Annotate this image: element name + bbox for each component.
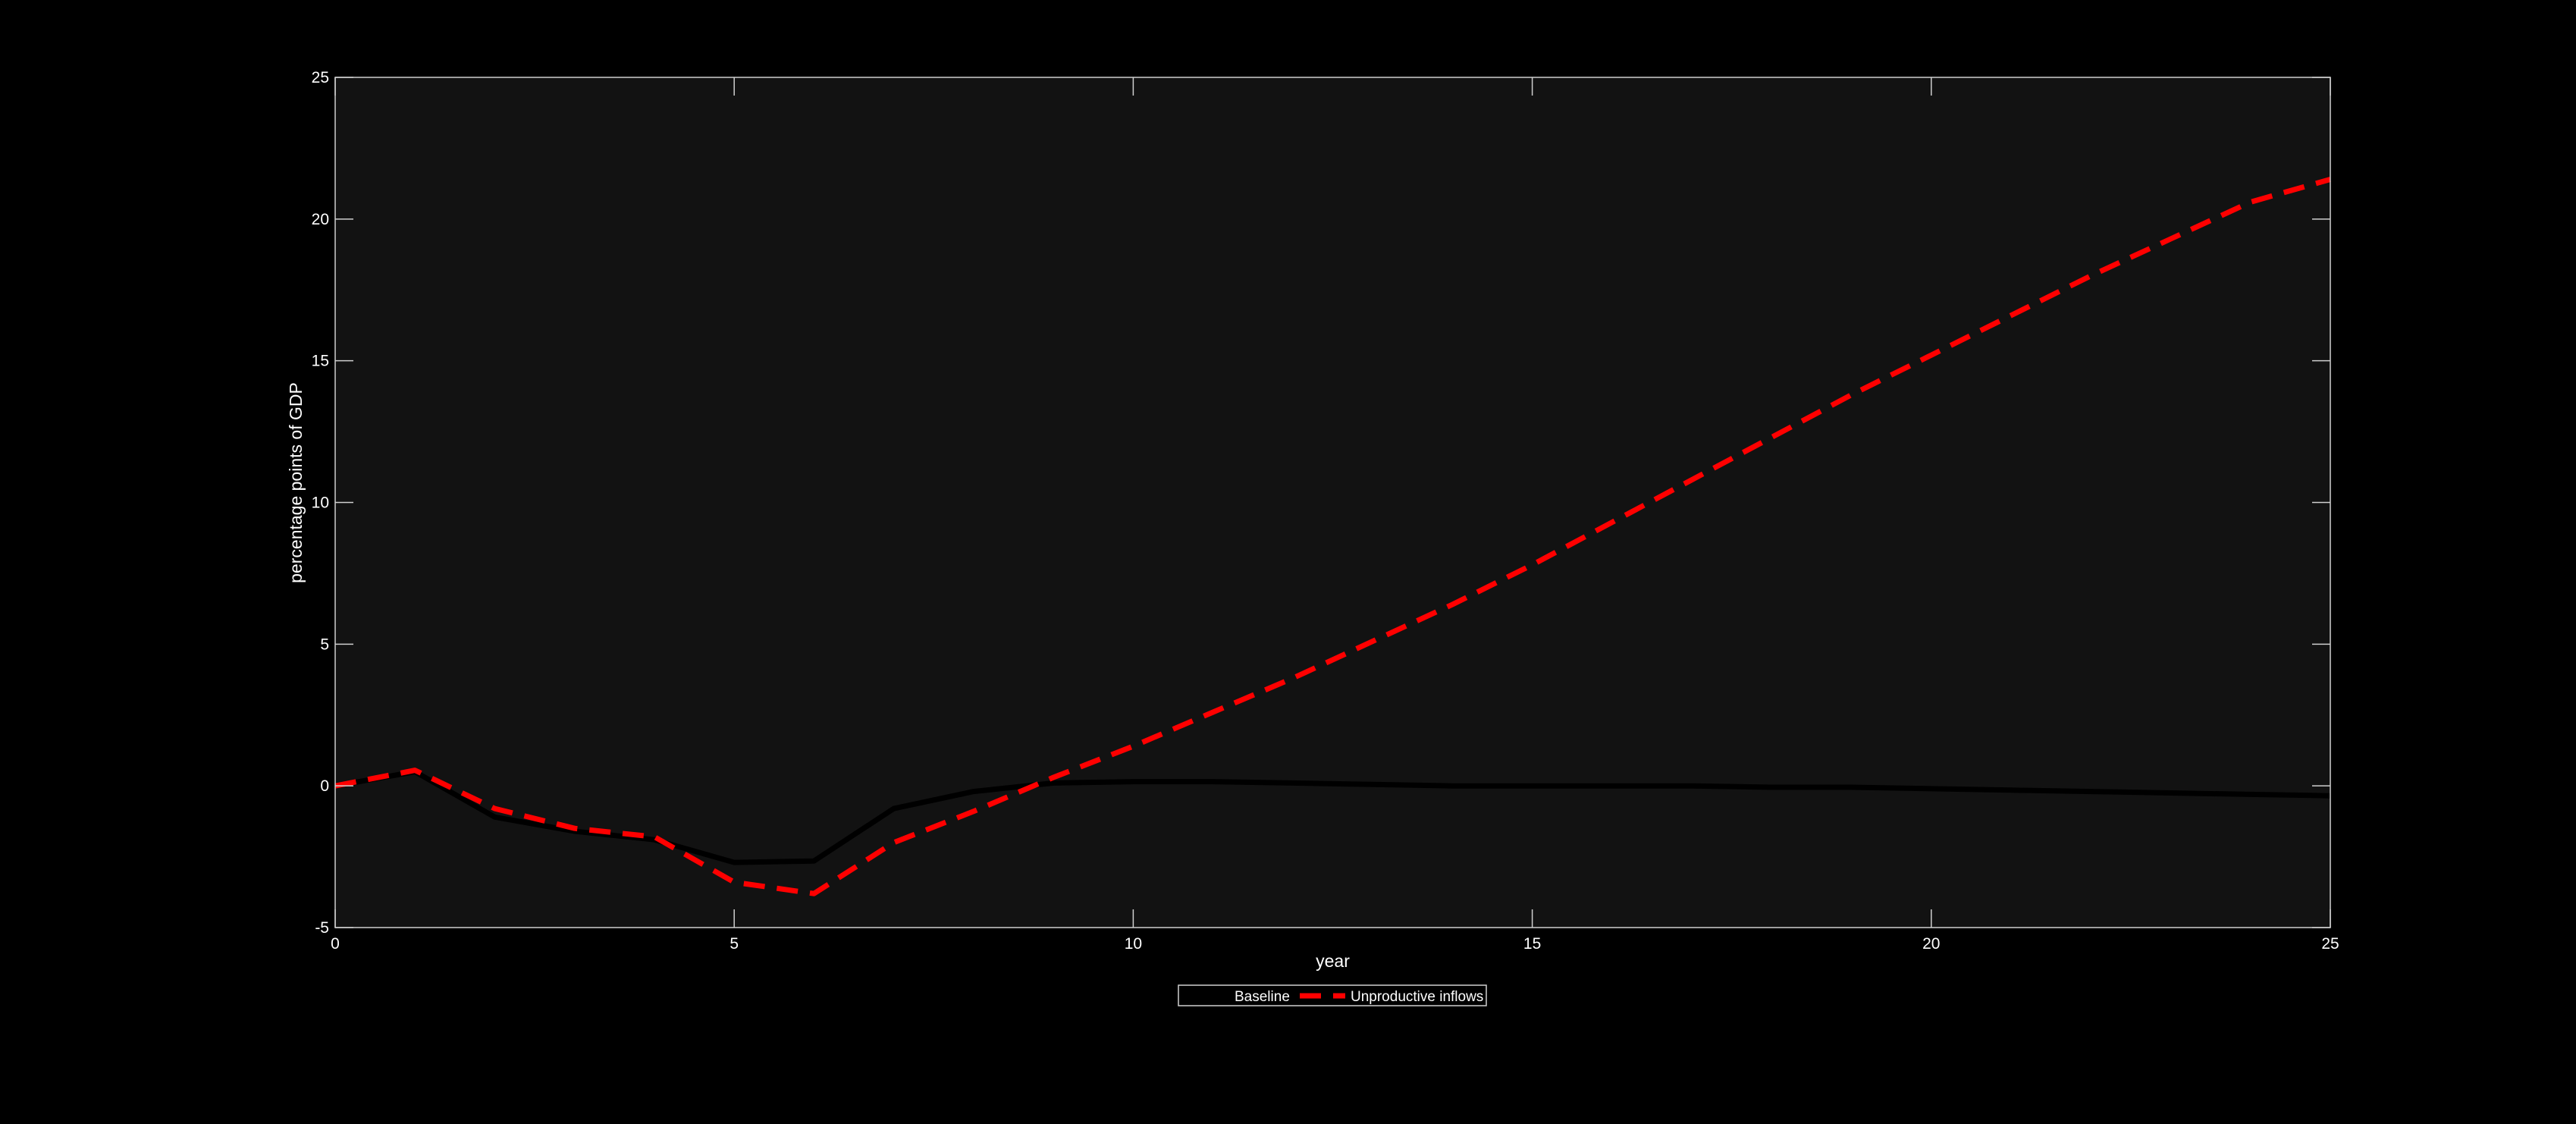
y-tick-label: 10: [312, 494, 329, 512]
legend-label-unproductive-inflows: Unproductive inflows: [1351, 989, 1483, 1005]
x-axis-label: year: [1316, 951, 1350, 971]
x-tick-label: 5: [730, 935, 739, 953]
y-tick-label: 5: [320, 636, 329, 653]
x-tick-label: 25: [2321, 935, 2339, 953]
x-tick-label: 15: [1523, 935, 1541, 953]
y-tick-label: 20: [312, 211, 329, 228]
y-tick-label: 25: [312, 69, 329, 86]
legend: Baseline Unproductive inflows: [1178, 984, 1487, 1006]
y-tick-label: -5: [315, 919, 329, 937]
y-tick-label: 0: [320, 777, 329, 795]
y-axis-label: percentage points of GDP: [286, 382, 306, 583]
legend-label-baseline: Baseline: [1235, 989, 1290, 1005]
x-tick-label: 0: [331, 935, 340, 953]
x-tick-label: 20: [1922, 935, 1940, 953]
series-layer: [334, 177, 2331, 896]
x-tick-label: 10: [1125, 935, 1142, 953]
y-tick-label: 15: [312, 353, 329, 370]
plot-area: [335, 77, 2330, 928]
legend-box: [1178, 984, 1487, 1006]
series-line-unproductive-inflows: [334, 177, 2331, 896]
